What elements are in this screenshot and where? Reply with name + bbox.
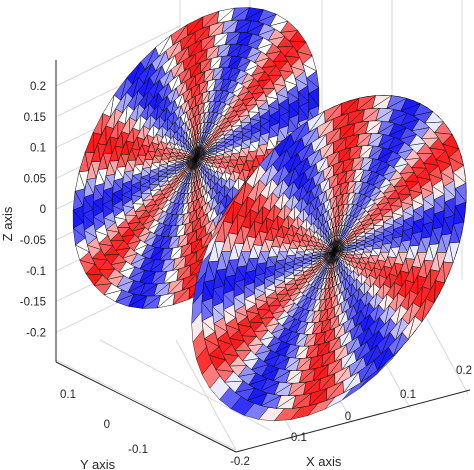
mesh-triangle: [412, 111, 434, 124]
z-tick-label: -0.05: [20, 235, 46, 247]
mesh-triangle: [223, 94, 236, 106]
mesh-triangle: [372, 177, 387, 190]
z-tick-label: 0.05: [24, 173, 46, 185]
disc-back: [72, 6, 320, 310]
disc-front: [191, 94, 467, 422]
y-axis-line: [55, 361, 237, 453]
mesh-triangle: [433, 280, 445, 304]
z-tick-label: 0.2: [30, 81, 46, 93]
mesh-triangle: [399, 133, 418, 146]
x-tick-label: 0.1: [400, 389, 416, 401]
z-tick-label: -0.15: [20, 297, 46, 309]
z-gridline: [55, 25, 181, 87]
floor-gridline: [175, 339, 237, 451]
mesh-triangle: [220, 106, 231, 117]
mesh-triangle: [257, 28, 276, 41]
floor-gridline: [55, 359, 237, 451]
mesh-triangle: [360, 198, 372, 210]
mesh-triangle: [337, 236, 345, 246]
floor-gridline: [99, 339, 271, 431]
mesh-triangle: [203, 133, 211, 144]
mesh-triangle: [385, 156, 402, 168]
x-tick-label: 0: [345, 411, 351, 423]
mesh-triangle: [352, 207, 363, 219]
tick-labels: 0.2 0.15 0.1 0.05 0 -0.05 -0.1 -0.15 -0.2 -0.2 -0.…: [20, 81, 472, 468]
y-axis-label: Y axis: [80, 457, 116, 470]
mesh-triangle: [342, 227, 350, 237]
mesh-triangle: [443, 261, 454, 284]
mesh-triangle: [234, 73, 249, 85]
x-axis-line: [235, 389, 471, 453]
mesh-triangle: [209, 125, 218, 136]
mesh-triangle: [363, 186, 377, 198]
mesh-triangle: [199, 143, 206, 152]
z-tick-label: 0: [40, 204, 46, 216]
mesh-triangle: [348, 218, 358, 229]
y-tick-label: 0: [104, 419, 110, 431]
mesh-triangle: [387, 141, 406, 155]
mesh-triangle: [269, 20, 289, 33]
mesh-triangle: [231, 85, 245, 97]
mesh-triangle: [400, 118, 420, 132]
x-axis-label: X axis: [306, 454, 342, 469]
z-tick-label: -0.1: [26, 266, 46, 278]
x-tick-label: -0.2: [230, 456, 250, 468]
y-tick-label: -0.1: [128, 444, 148, 456]
x-tick-label: 0.2: [456, 365, 472, 377]
mesh-triangle: [256, 43, 274, 55]
mesh-triangle: [92, 113, 103, 135]
mesh-triangle: [213, 114, 223, 126]
z-tick-label: 0.1: [30, 143, 46, 155]
y-tick-label: 0.1: [60, 389, 76, 401]
mesh-triangle: [245, 50, 263, 63]
z-tick-label: 0.15: [24, 112, 46, 124]
mesh-triangle: [84, 132, 95, 153]
x-tick-label: -0.1: [287, 432, 307, 444]
mesh-triangle: [243, 64, 260, 77]
z-axis-label: Z axis: [0, 206, 15, 241]
z-tick-label: -0.2: [26, 327, 46, 339]
mesh-triangle: [375, 164, 391, 177]
